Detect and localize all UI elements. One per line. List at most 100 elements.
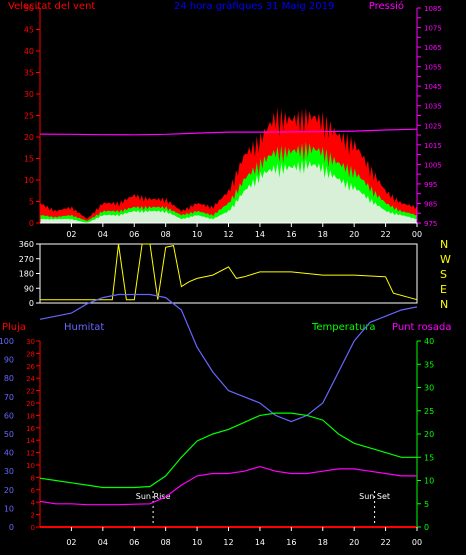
left-tick-label: 5 [29, 198, 34, 207]
humidity-tick-label: 8 [31, 474, 35, 482]
rain-tick-label: 90 [4, 356, 14, 365]
sun-marker-label: Sun Set [359, 492, 390, 501]
left-tick-label: 35 [24, 69, 34, 78]
x-tick-label: 06 [129, 230, 139, 239]
series-wind-direction [40, 243, 418, 301]
x-tick-label: 00 [412, 230, 422, 239]
compass-label: N [440, 238, 448, 251]
series-pressure-line [39, 128, 418, 136]
right-tick-label: 1005 [424, 161, 442, 169]
right-tick-label: 1065 [424, 44, 442, 52]
x-tick-label-3: 14 [255, 538, 265, 547]
humidity-label: Humitat [64, 322, 104, 333]
right-tick-label: 1025 [424, 122, 442, 130]
x-tick-label-3: 04 [98, 538, 108, 547]
left-tick-label: 40 [24, 47, 34, 56]
left-tick-label: 20 [24, 133, 34, 142]
right-tick-label: 1015 [424, 142, 442, 150]
x-tick-label: 02 [66, 230, 76, 239]
temperature-tick-label: 40 [424, 337, 434, 346]
rain-tick-label: 30 [4, 467, 14, 476]
humidity-tick-label: 0 [31, 524, 35, 532]
humidity-tick-label: 22 [26, 388, 35, 396]
right-tick-label: 1055 [424, 64, 442, 72]
left-tick-label: 30 [24, 90, 34, 99]
humidity-tick-label: 14 [26, 437, 35, 445]
right-tick-label: 985 [424, 200, 437, 208]
rain-tick-label: 80 [4, 374, 14, 383]
temperature-tick-label: 20 [424, 430, 434, 439]
x-tick-label: 14 [255, 230, 265, 239]
compass-label: N [440, 298, 448, 311]
right-tick-label: 995 [424, 181, 437, 189]
humidity-tick-label: 20 [26, 400, 35, 408]
x-tick-label-3: 02 [66, 538, 76, 547]
x-tick-label-3: 10 [192, 538, 202, 547]
rain-tick-label: 50 [4, 430, 14, 439]
x-tick-label-3: 08 [161, 538, 171, 547]
compass-label: W [440, 253, 451, 266]
x-tick-label-3: 22 [380, 538, 390, 547]
compass-label: E [440, 283, 447, 296]
direction-tick-label: 360 [19, 240, 34, 249]
chart-title: 24 hora gràfiques 31 Maig 2019 [174, 0, 334, 12]
rain-tick-label: 20 [4, 486, 14, 495]
temperature-tick-label: 15 [424, 453, 434, 462]
x-tick-label-3: 12 [223, 538, 233, 547]
humidity-tick-label: 30 [26, 338, 35, 346]
left-tick-label: 45 [24, 26, 34, 35]
right-tick-label: 1085 [424, 5, 442, 13]
x-tick-label: 12 [223, 230, 233, 239]
right-tick-label: 1075 [424, 25, 442, 33]
temperature-tick-label: 30 [424, 384, 434, 393]
right-tick-label: 1045 [424, 83, 442, 91]
series-humitat [39, 293, 418, 423]
x-tick-label: 20 [349, 230, 359, 239]
humidity-tick-label: 24 [26, 375, 35, 383]
humidity-tick-label: 28 [26, 350, 35, 358]
direction-tick-label: 180 [19, 270, 34, 279]
x-tick-label: 08 [161, 230, 171, 239]
left-tick-label: 0 [29, 219, 34, 228]
humidity-tick-label: 6 [31, 487, 36, 495]
left-axis-label: Velocitat del vent [8, 1, 95, 12]
x-tick-label-3: 18 [318, 538, 328, 547]
left-tick-label: 10 [24, 176, 34, 185]
x-tick-label-3: 16 [286, 538, 296, 547]
dewpoint-label: Punt rosada [392, 322, 451, 333]
x-tick-label: 18 [318, 230, 328, 239]
x-tick-label-3: 06 [129, 538, 139, 547]
temperature-label: Temperatura [311, 322, 376, 333]
series-wind-area [40, 159, 417, 223]
direction-frame [39, 243, 418, 304]
left-tick-label: 15 [24, 155, 34, 164]
x-tick-label-3: 00 [412, 538, 422, 547]
x-tick-label-3: 20 [349, 538, 359, 547]
humidity-tick-label: 4 [31, 499, 36, 507]
rain-tick-label: 0 [9, 523, 14, 532]
x-tick-label: 16 [286, 230, 296, 239]
humidity-tick-label: 26 [26, 363, 35, 371]
rain-tick-label: 60 [4, 411, 14, 420]
left-tick-label: 25 [24, 112, 34, 121]
x-tick-label: 10 [192, 230, 202, 239]
temperature-tick-label: 0 [424, 523, 429, 532]
direction-tick-label: 0 [29, 299, 34, 308]
right-tick-label: 1035 [424, 103, 442, 111]
x-tick-label: 04 [98, 230, 108, 239]
series-punt-rosada [39, 465, 417, 506]
left-tick-label: 50 [24, 4, 34, 13]
direction-tick-label: 90 [24, 284, 34, 293]
temperature-tick-label: 10 [424, 477, 434, 486]
humidity-tick-label: 2 [31, 512, 35, 520]
rain-tick-label: 100 [0, 337, 14, 346]
rain-label: Pluja [2, 322, 26, 333]
compass-label: S [440, 268, 447, 281]
right-tick-label: 975 [424, 220, 437, 228]
right-axis-label: Pressió [369, 0, 404, 12]
temperature-tick-label: 25 [424, 407, 434, 416]
humidity-tick-label: 10 [26, 462, 35, 470]
series-temperatura [39, 412, 417, 489]
rain-tick-label: 70 [4, 393, 14, 402]
x-tick-label: 22 [380, 230, 390, 239]
